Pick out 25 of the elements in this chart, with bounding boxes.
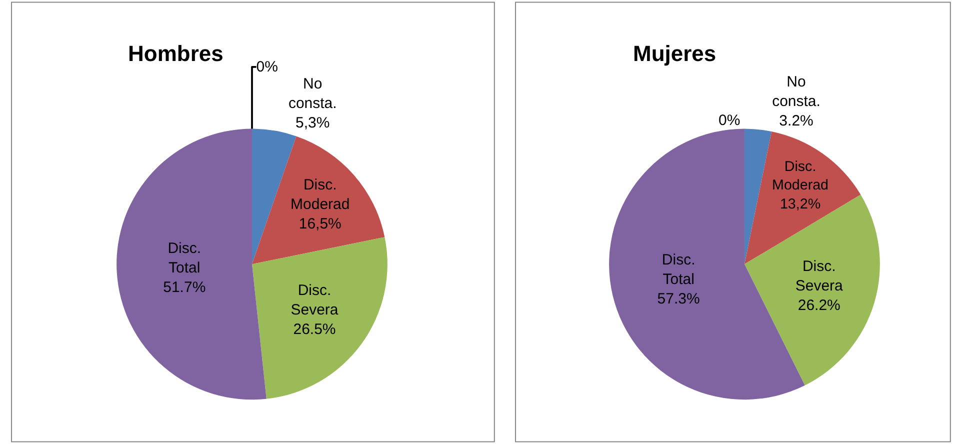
- slice-label: Disc. Moderad: [772, 159, 829, 194]
- pie-slice: [744, 194, 880, 386]
- pie-slice: [116, 128, 266, 400]
- data-label: 51.7%: [163, 278, 206, 296]
- slice-label: Disc. Total: [168, 240, 202, 276]
- text: 0%: [256, 58, 278, 76]
- data-label: 26.5%: [293, 321, 336, 338]
- slice-label: Disc. Moderad: [290, 176, 350, 214]
- pie-slice: [252, 136, 385, 264]
- data-label: 26.2%: [798, 297, 840, 314]
- slice-label: Disc. Severa: [795, 258, 844, 295]
- data-label: 3.2%: [779, 112, 814, 130]
- pie-slice: [744, 128, 772, 264]
- chart-title: Hombres: [128, 41, 224, 66]
- data-label: 16,5%: [298, 216, 342, 233]
- slice-label: No consta.: [772, 74, 820, 110]
- chart-title: Mujeres: [633, 41, 716, 66]
- data-label: 5,3%: [296, 114, 330, 132]
- slice-label: Disc. Total: [662, 252, 696, 288]
- text: 0%: [718, 112, 740, 129]
- data-label: 57.3%: [657, 290, 700, 308]
- slice-label: No consta.: [288, 75, 337, 112]
- slice-label: Disc. Severa: [290, 282, 339, 319]
- pie-slice: [252, 237, 388, 399]
- data-label: 13,2%: [780, 196, 821, 212]
